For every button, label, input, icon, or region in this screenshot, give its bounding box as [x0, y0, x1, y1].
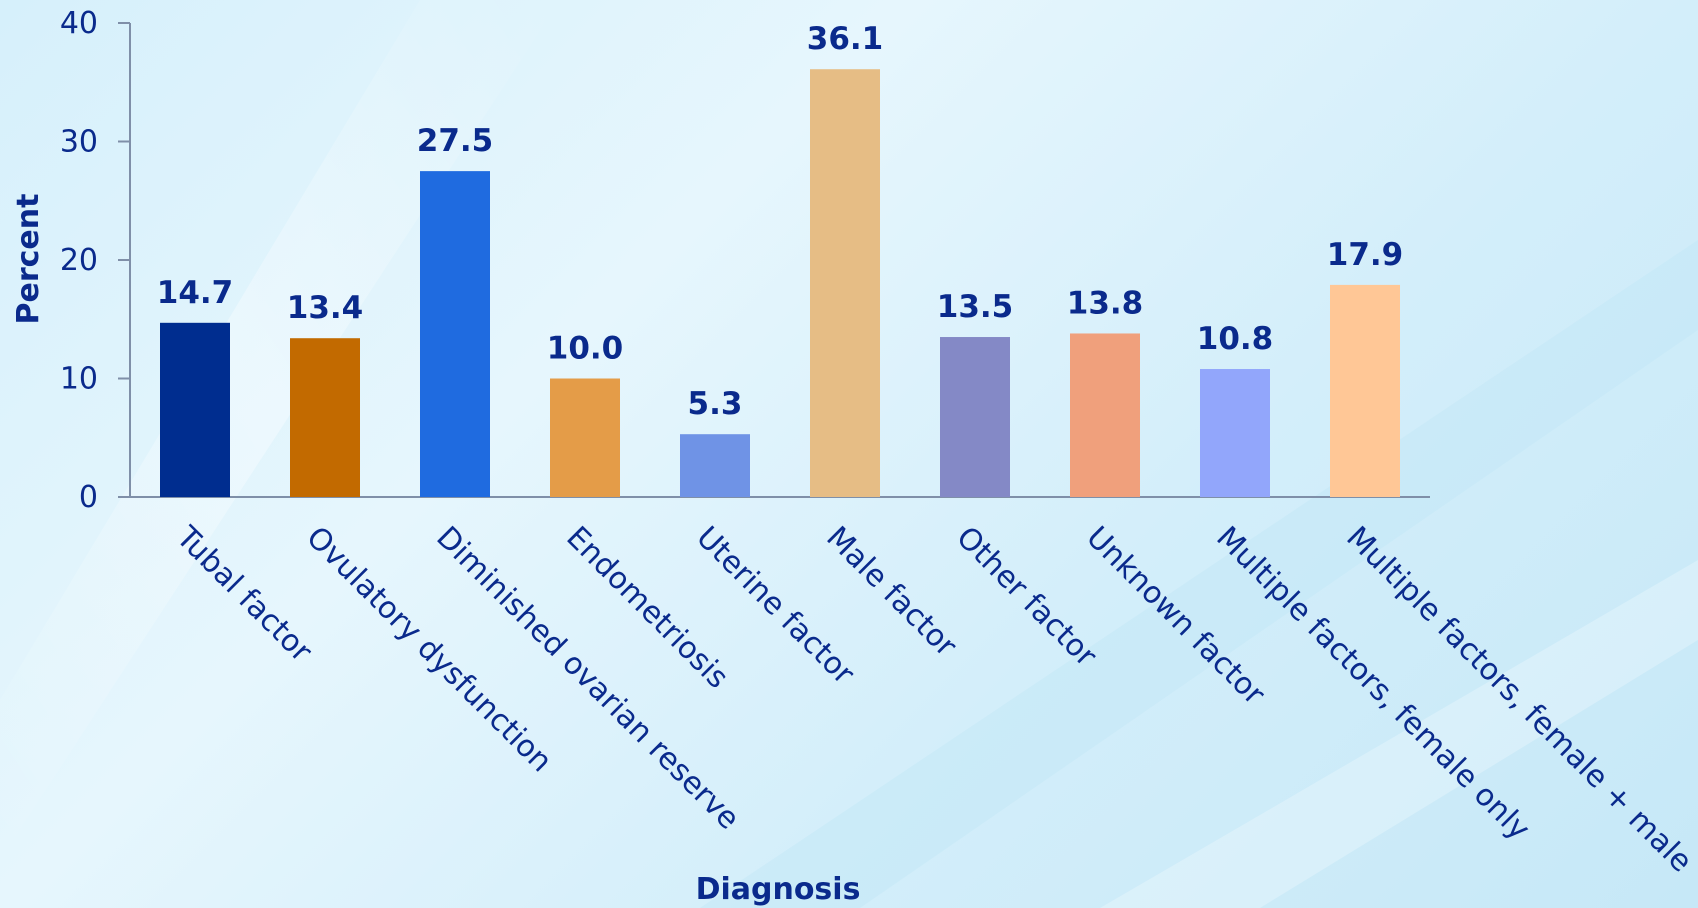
bar [810, 69, 880, 497]
bar [680, 434, 750, 497]
bars [160, 69, 1400, 497]
bar [940, 337, 1010, 497]
bar-value-label: 5.3 [688, 386, 743, 422]
bar-value-label: 13.8 [1067, 285, 1144, 321]
bar-value-label: 13.5 [937, 289, 1014, 325]
bar-value-label: 10.0 [547, 331, 624, 367]
y-axis-ticks: 0 10 20 30 40 [60, 6, 130, 515]
category-label: Ovulatory dysfunction [299, 520, 558, 779]
bar [420, 171, 490, 497]
y-tick-label: 10 [60, 362, 98, 397]
y-tick-label: 0 [79, 480, 98, 515]
category-label: Tubal factor [169, 519, 319, 669]
bar [1070, 333, 1140, 497]
bar-value-label: 13.4 [287, 290, 364, 326]
y-tick-label: 30 [60, 125, 98, 160]
bar-value-label: 14.7 [157, 275, 234, 311]
bar [1200, 369, 1270, 497]
y-tick-label: 40 [60, 6, 98, 41]
value-labels: 14.7 13.4 27.5 10.0 5.3 36.1 13.5 13.8 10.8 17.9 [157, 21, 1404, 422]
bar-value-label: 10.8 [1197, 321, 1274, 357]
bar [290, 338, 360, 497]
bar [550, 378, 620, 497]
bar [160, 322, 230, 497]
y-axis-title: Percent [11, 194, 46, 325]
bar-value-label: 36.1 [807, 21, 884, 57]
bar-value-label: 17.9 [1327, 237, 1404, 273]
x-axis-title: Diagnosis [696, 872, 861, 907]
bar [1330, 284, 1400, 497]
bar-value-label: 27.5 [417, 123, 494, 159]
category-label: Male factor [819, 520, 963, 664]
y-tick-label: 20 [60, 243, 98, 278]
